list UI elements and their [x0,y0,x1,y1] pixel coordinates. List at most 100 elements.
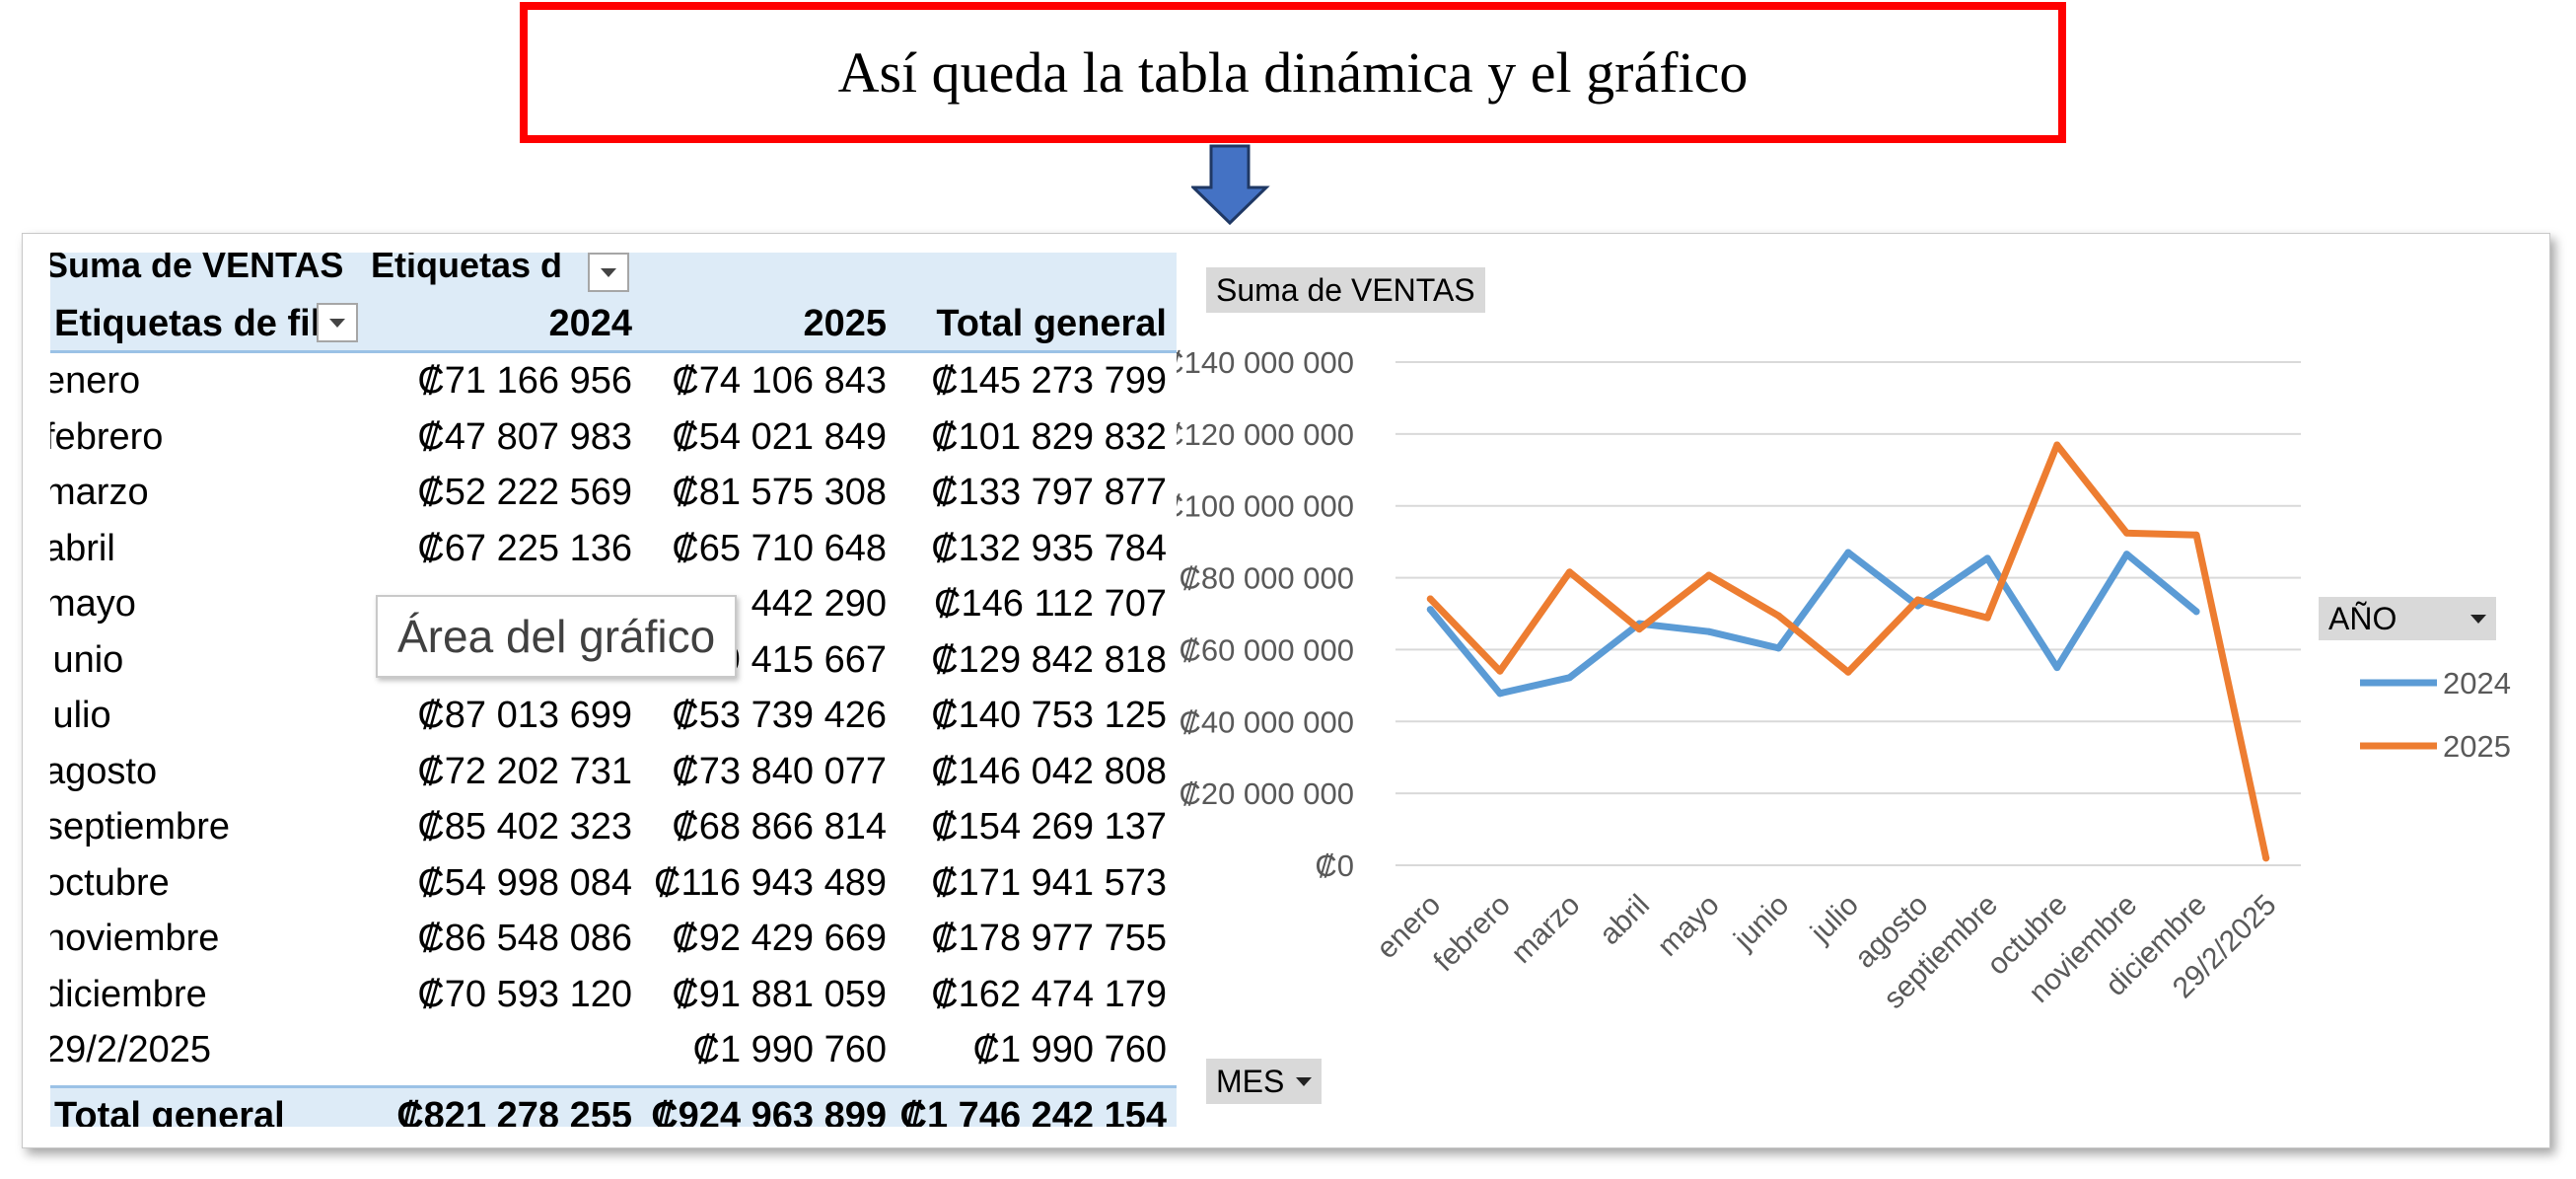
cell-2025: 442 290 [751,583,887,625]
pivot-row: enero ₡71 166 956 ₡74 106 843 ₡145 273 799 [50,353,1177,408]
pivot-grand-total-row: Total general ₡821 278 255 ₡924 963 899 … [50,1085,1177,1127]
series-line-2024 [1426,549,2200,698]
y-tick-label: ₡60 000 000 [1179,632,1354,667]
pivot-values-field-label: Suma de VENTAS [50,253,344,285]
y-tick-label: ₡120 000 000 [1177,417,1354,452]
row-label: enero [50,360,141,402]
cell-total: ₡146 042 808 [931,750,1167,792]
column-header-2025: 2025 [803,303,887,344]
cell-2024: ₡71 166 956 [417,360,632,402]
cell-2025: ₡73 840 077 [672,750,887,792]
cell-total: ₡145 273 799 [931,360,1167,402]
cell-2024: ₡52 222 569 [417,472,632,513]
series-line-2025 [1426,441,2270,862]
cell-2024: ₡85 402 323 [417,806,632,847]
cell-total: ₡154 269 137 [931,806,1167,847]
pivot-header-row-1: Suma de VENTAS Etiquetas d [50,253,1177,295]
row-label: marzo [50,472,149,513]
x-tick-label: julio [1804,889,1865,950]
grand-total-label: Total general [54,1095,285,1127]
data-point-2025 [1496,667,1504,675]
cell-2024: ₡87 013 699 [417,695,632,736]
pivot-header-row-2: Etiquetas de fil 2024 2025 Total general [50,295,1177,353]
cell-2025: ₡1 990 760 [692,1029,888,1070]
row-label: mayo [50,583,136,625]
cell-2024: ₡70 593 120 [417,973,632,1015]
cell-total: ₡132 935 784 [931,527,1167,569]
data-point-2025 [1426,595,1434,603]
data-point-2025 [1566,568,1574,576]
cell-2025: ₡92 429 669 [672,918,887,959]
data-point-2024 [1774,644,1782,652]
row-label: julio [50,695,111,736]
grand-total-total: ₡1 746 242 154 [899,1095,1167,1127]
pivot-chart[interactable]: Suma de VENTAS ₡0 ₡20 000 000 ₡40 000 000 ₡… [1177,234,2547,1147]
cell-2025: ₡116 943 489 [654,861,887,904]
data-point-2025 [1774,612,1782,620]
cell-2024: ₡67 225 136 [417,527,632,569]
legend-label-2025: 2025 [2443,729,2511,764]
pivot-row: abril ₡67 225 136 ₡65 710 648 ₡132 935 784 [50,521,1177,576]
data-point-2024 [1705,627,1713,635]
data-point-2025 [1705,571,1713,579]
chevron-down-icon [2470,614,2486,624]
legend-field-label: AÑO [2328,600,2397,636]
data-point-2025 [1844,668,1852,676]
grand-total-2024: ₡821 278 255 [396,1095,632,1127]
data-point-2025 [1914,596,1922,604]
callout-box: Así queda la tabla dinámica y el gráfico [520,2,2066,143]
data-point-2024 [1983,554,1991,562]
row-labels-filter-button[interactable] [317,303,358,342]
data-point-2025 [1983,614,1991,622]
x-tick-label: junio [1727,889,1795,957]
row-label: 29/2/2025 [50,1029,212,1070]
cell-2025: ₡54 021 849 [672,415,887,458]
cell-total: ₡133 797 877 [931,472,1167,513]
cell-total: ₡129 842 818 [931,638,1167,681]
axis-field-button[interactable]: MES [1206,1059,1323,1104]
pivot-row: julio ₡87 013 699 ₡53 739 426 ₡140 753 125 [50,688,1177,743]
pivot-row: diciembre ₡70 593 120 ₡91 881 059 ₡162 474 … [50,967,1177,1022]
row-label: agosto [50,750,158,792]
data-point-2024 [1426,606,1434,614]
y-tick-label: ₡40 000 000 [1179,704,1354,739]
data-point-2025 [2053,441,2061,449]
pivot-row-labels: Etiquetas de fil [54,303,322,344]
y-tick-label: ₡20 000 000 [1179,776,1354,811]
row-label: febrero [50,415,164,458]
cell-2025: ₡91 881 059 [672,973,887,1015]
cell-2025: ₡68 866 814 [672,806,887,847]
cell-total: ₡140 753 125 [931,695,1167,736]
data-point-2024 [2122,551,2130,558]
x-tick-label: febrero [1427,889,1517,979]
values-field-button[interactable]: Suma de VENTAS [1206,267,1485,313]
column-labels-filter-button[interactable] [588,253,629,292]
column-header-2024: 2024 [548,303,632,344]
row-label: septiembre [50,806,230,847]
pivot-column-labels: Etiquetas d [371,253,563,285]
x-tick-label: marzo [1505,889,1586,970]
y-tick-label: ₡100 000 000 [1177,489,1354,524]
row-label: diciembre [50,973,207,1015]
pivot-row: febrero ₡47 807 983 ₡54 021 849 ₡101 829 83… [50,409,1177,465]
chevron-down-icon [601,267,616,277]
data-point-2025 [2262,854,2270,862]
callout-text: Así queda la tabla dinámica y el gráfico [837,40,1749,105]
y-tick-label: ₡80 000 000 [1179,561,1354,596]
pivot-row: agosto ₡72 202 731 ₡73 840 077 ₡146 042 808 [50,744,1177,799]
chart-area-tooltip: Área del gráfico [376,595,738,678]
cell-total: ₡171 941 573 [931,861,1167,904]
row-label: noviembre [50,918,220,959]
excel-sheet-panel: Suma de VENTAS Etiquetas d Etiquetas de … [22,233,2550,1148]
row-label: octubre [50,861,170,904]
line-chart-plot: ₡0 ₡20 000 000 ₡40 000 000 ₡60 000 000 ₡80 0… [1177,345,2511,1015]
grand-total-2025: ₡924 963 899 [651,1095,887,1127]
pivot-row: septiembre ₡85 402 323 ₡68 866 814 ₡154 269… [50,799,1177,854]
legend-field-button[interactable]: AÑO [2319,597,2496,640]
data-point-2024 [1496,690,1504,698]
cell-2025: ₡65 710 648 [672,527,887,569]
axis-field-label: MES [1216,1063,1285,1099]
data-point-2024 [1566,674,1574,682]
arrow-down-icon [1191,144,1270,226]
pivot-row: mayo 442 290 ₡146 112 707 [50,576,1177,631]
